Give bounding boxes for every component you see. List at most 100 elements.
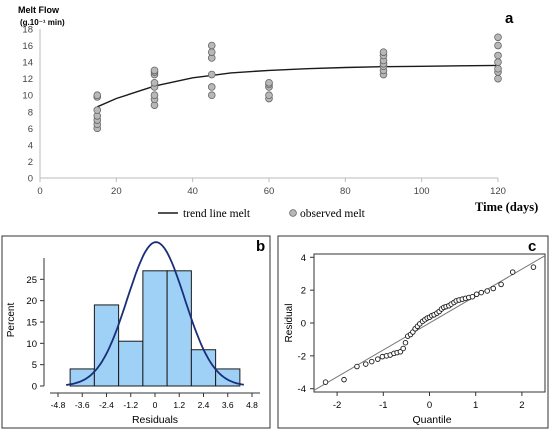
y-tick-label-a: 16 (22, 41, 33, 52)
x-axis-label-b: Residuals (132, 414, 178, 426)
y-tick-label-a: 10 (22, 91, 33, 102)
legend-label-trend: trend line melt (183, 208, 251, 220)
x-tick-label-a: 120 (490, 186, 506, 197)
x-tick-label-a: 60 (264, 186, 275, 197)
residual-point (469, 293, 476, 300)
x-tick-label-a: 100 (414, 186, 430, 197)
y-tick-label-a: 12 (22, 74, 33, 85)
observed-point (207, 70, 216, 79)
residual-point (402, 339, 409, 346)
observed-point (265, 79, 273, 87)
residual-point (375, 356, 381, 362)
y-tick-label-a: 6 (28, 124, 33, 135)
x-tick-label-b: 0 (153, 400, 158, 410)
y-axis-label-c: Residual (284, 304, 295, 343)
residual-point (341, 376, 347, 383)
residual-point (354, 363, 360, 370)
y-axis-label-b: Percent (6, 303, 17, 338)
observed-point (494, 64, 502, 73)
residual-point (362, 361, 369, 367)
x-tick-label-a: 40 (187, 186, 198, 197)
y-ticks-b: 0 5 10 15 20 25 (26, 275, 44, 393)
y-tick-label-b: 10 (26, 339, 37, 350)
y-tick-label-b: 5 (32, 360, 37, 371)
x-tick-label-b: -3.6 (75, 400, 90, 410)
y-tick-label-a: 0 (28, 174, 33, 185)
chart-melt-flow: a Melt Flow (g.10⁻¹ min) 0 2 4 6 8 10 12 14 16 18… (18, 5, 538, 220)
observed-point (150, 79, 159, 87)
residual-point (322, 379, 329, 385)
y-axis-label-a: Melt Flow (18, 5, 60, 15)
chart-qq-plot: c Residual -4 -2 0 2 4 -2 -1 0 1 2 Quantile (277, 235, 549, 429)
x-ticks-b: -4.8 -3.6 -2.4 -1.2 0 1.2 2.4 3.6 4.8 (51, 393, 258, 410)
observed-point (494, 33, 502, 42)
x-tick-label-c: 2 (519, 400, 524, 411)
x-tick-label-b: 2.4 (198, 400, 210, 410)
histogram-bar (190, 349, 217, 387)
histogram-bar (118, 340, 144, 387)
y-tick-label-a: 4 (28, 140, 33, 151)
observed-point (265, 91, 273, 100)
observed-point (494, 41, 502, 50)
y-tick-label-b: 25 (26, 275, 37, 286)
x-tick-label-b: -4.8 (51, 400, 66, 410)
y-tick-label-c: 2 (301, 286, 306, 297)
panel-label-b: b (256, 238, 265, 255)
x-tick-label-b: 1.2 (173, 400, 185, 410)
residual-point (490, 285, 497, 292)
residual-point (530, 264, 537, 270)
frame-b (1, 235, 271, 429)
y-ticks-a: 0 2 4 6 8 10 12 14 16 18 (22, 25, 33, 185)
reference-line (313, 255, 546, 391)
legend-label-observed: observed melt (300, 208, 366, 220)
x-tick-label-c: -1 (379, 400, 387, 411)
x-tick-label-c: -2 (333, 400, 341, 411)
observed-point (379, 48, 388, 56)
observed-point (207, 41, 216, 50)
residual-points (322, 264, 537, 385)
y-ticks-c: -4 -2 0 2 4 (298, 253, 314, 395)
legend-swatch-observed (289, 209, 297, 217)
x-ticks-a: 0 20 40 60 80 100 120 (37, 178, 506, 197)
x-tick-label-b: -2.4 (99, 400, 114, 410)
x-tick-label-a: 20 (111, 186, 122, 197)
y-tick-label-c: -2 (298, 351, 306, 362)
histogram-bars (69, 270, 241, 387)
y-tick-label-b: 20 (26, 296, 37, 307)
x-axis-label-a: Time (days) (475, 200, 538, 214)
y-tick-label-c: -4 (298, 384, 306, 395)
observed-point (494, 74, 502, 83)
observed-point (93, 91, 102, 100)
normal-density-curve (66, 241, 245, 386)
residual-point (484, 288, 491, 294)
x-tick-label-b: -1.2 (123, 400, 138, 410)
x-tick-label-c: 0 (427, 400, 432, 411)
panel-label-a: a (505, 10, 514, 27)
panel-label-c: c (528, 238, 536, 255)
histogram-bar (93, 304, 120, 387)
observed-point (207, 91, 216, 100)
x-tick-label-a: 80 (340, 186, 351, 197)
observed-point (150, 91, 159, 100)
legend-a: trend line melt observed melt (158, 208, 366, 220)
chart-residual-histogram: b Percent 0 5 10 15 20 25 -4.8 -3.6 -2.4 -1.2 0 1.… (1, 235, 271, 429)
y-tick-label-a: 2 (28, 157, 33, 168)
frame-c (277, 235, 549, 429)
observed-point (207, 48, 216, 56)
residual-point (509, 269, 516, 275)
observed-melt-points (93, 33, 502, 133)
y-tick-label-a: 14 (22, 58, 33, 69)
x-ticks-c: -2 -1 0 1 2 (333, 392, 525, 411)
y-tick-label-a: 8 (28, 107, 33, 118)
histogram-bar (142, 270, 168, 387)
histogram-bar (166, 270, 192, 387)
residual-point (369, 358, 375, 365)
y-tick-label-a: 18 (22, 25, 33, 36)
y-tick-label-b: 0 (32, 382, 37, 393)
x-tick-label-b: 4.8 (246, 400, 258, 410)
residual-point (498, 281, 504, 288)
observed-point (494, 51, 502, 60)
y-tick-label-c: 4 (301, 253, 306, 264)
x-tick-label-b: 3.6 (222, 400, 234, 410)
